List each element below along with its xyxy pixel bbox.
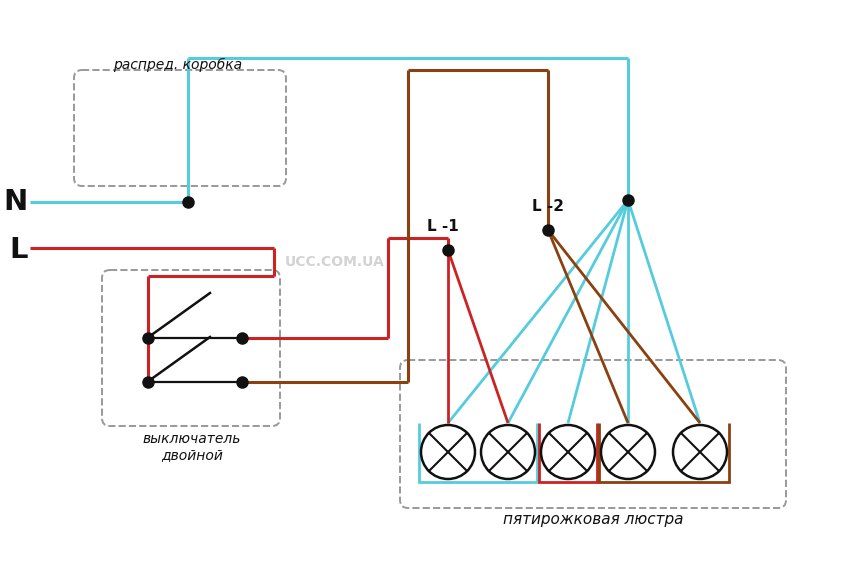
Text: L: L: [9, 236, 28, 264]
Text: N: N: [3, 188, 28, 216]
Text: двойной: двойной: [161, 448, 223, 462]
Text: пятирожковая люстра: пятирожковая люстра: [503, 512, 683, 527]
Text: L -1: L -1: [427, 219, 459, 234]
Text: распред. коробка: распред. коробка: [113, 58, 243, 72]
Text: UCC.COM.UA: UCC.COM.UA: [285, 255, 385, 269]
Text: выключатель: выключатель: [143, 432, 241, 446]
Text: L -2: L -2: [532, 199, 564, 214]
